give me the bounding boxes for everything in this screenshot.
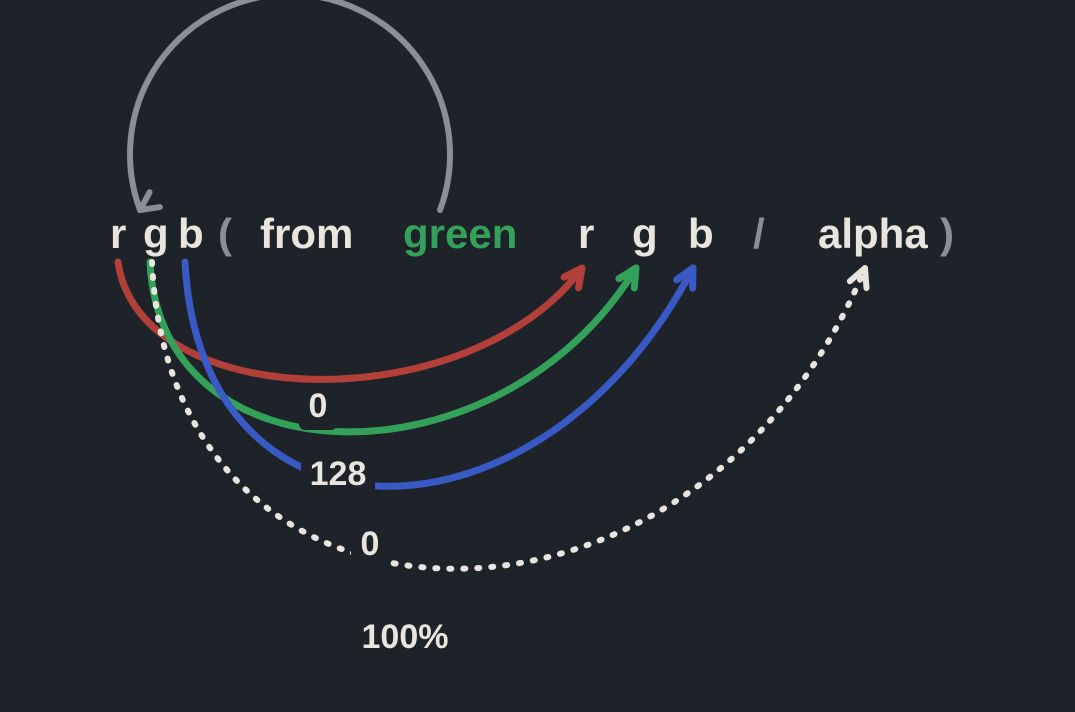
token-t_r1: r <box>110 210 126 257</box>
value-label-c_g: 128 <box>310 455 367 493</box>
value-label-c_a: 100% <box>362 618 449 656</box>
token-t_b2: b <box>688 210 714 257</box>
token-t_b1: b <box>178 210 204 257</box>
value-label-c_r: 0 <box>309 387 328 425</box>
token-t_from: from <box>260 210 353 257</box>
token-t_lpar: ( <box>218 210 232 257</box>
token-t_green: green <box>403 210 517 257</box>
rgb-from-diagram: rgb(fromgreenrgb/alpha)01280100% <box>0 0 1075 712</box>
token-t_slash: / <box>753 210 765 257</box>
token-t_r2: r <box>578 210 594 257</box>
top-arc <box>130 0 450 210</box>
token-t_alpha: alpha <box>818 210 928 257</box>
token-t_g2: g <box>632 210 658 257</box>
token-t_rpar: ) <box>940 210 954 257</box>
value-label-c_b: 0 <box>361 525 380 563</box>
arrowhead <box>140 192 160 210</box>
token-t_g1: g <box>143 210 169 257</box>
